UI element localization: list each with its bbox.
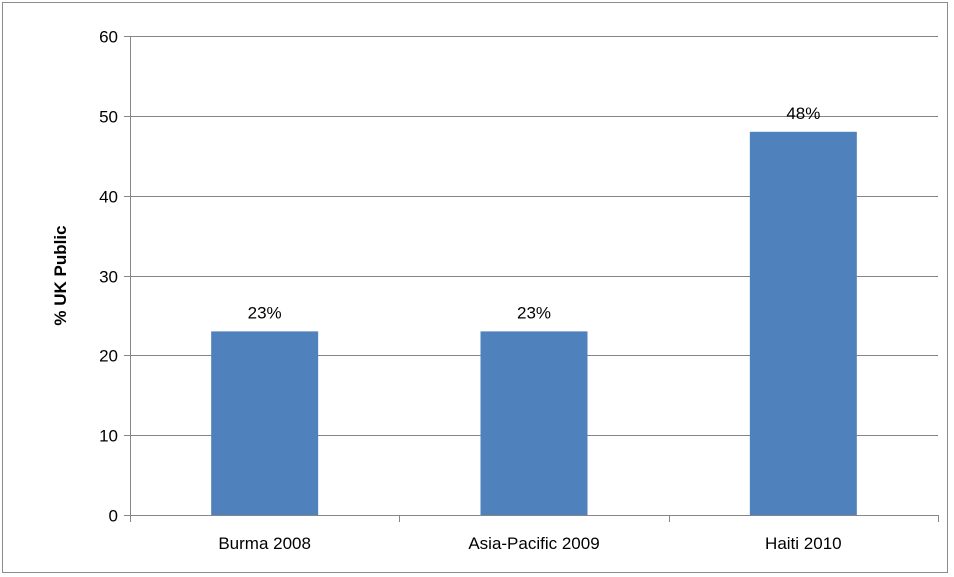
y-axis-title: % UK Public xyxy=(51,225,70,325)
y-tick-label: 10 xyxy=(99,427,118,446)
x-tick-label: Haiti 2010 xyxy=(765,534,842,553)
bar xyxy=(211,331,319,515)
data-label: 48% xyxy=(786,104,820,123)
y-tick-label: 60 xyxy=(99,28,118,47)
x-tick-label: Asia-Pacific 2009 xyxy=(468,534,599,553)
y-tick-label: 50 xyxy=(99,108,118,127)
y-tick-label: 20 xyxy=(99,347,118,366)
data-label: 23% xyxy=(248,303,282,322)
y-tick-label: 40 xyxy=(99,188,118,207)
y-tick-label: 30 xyxy=(99,268,118,287)
y-tick-label: 0 xyxy=(109,507,118,526)
data-label: 23% xyxy=(517,303,551,322)
axes xyxy=(124,36,939,522)
bars xyxy=(211,131,857,516)
bar xyxy=(749,131,857,516)
bar xyxy=(480,331,588,515)
x-tick-label: Burma 2008 xyxy=(218,534,311,553)
labels: 0 10 20 30 40 50 60 23% Burma 2008 23% Asia-Pacifi… xyxy=(99,28,842,554)
